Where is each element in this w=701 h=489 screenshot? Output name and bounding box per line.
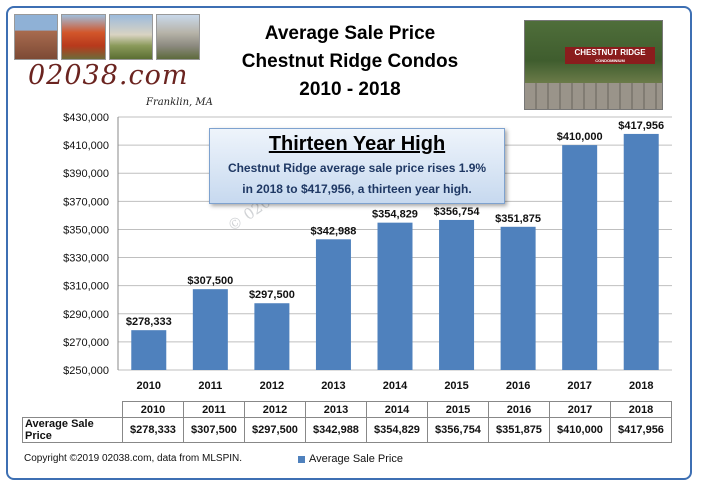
annotation-callout: Thirteen Year High Chestnut Ridge averag… <box>209 128 505 204</box>
bar <box>562 145 598 370</box>
y-tick-label: $310,000 <box>63 281 109 293</box>
y-tick-label: $390,000 <box>63 168 109 180</box>
chart-title-line: Average Sale Price <box>264 23 436 44</box>
data-table: 2010 2011 2012 2013 2014 2015 2016 2017 … <box>22 401 672 443</box>
bar <box>623 133 659 370</box>
x-tick-label: 2013 <box>321 380 345 392</box>
legend: Average Sale Price <box>298 453 403 465</box>
y-tick-label: $290,000 <box>63 309 109 321</box>
y-tick-label: $270,000 <box>63 337 109 349</box>
table-row: Average Sale Price $278,333 $307,500 $29… <box>22 417 672 443</box>
bar-value-label: $297,500 <box>249 289 295 301</box>
y-tick-label: $370,000 <box>63 196 109 208</box>
table-year: 2017 <box>549 401 611 418</box>
y-tick-label: $350,000 <box>63 224 109 236</box>
copyright-footer: Copyright ©2019 02038.com, data from MLS… <box>24 453 243 464</box>
x-tick-label: 2012 <box>260 380 284 392</box>
thumbnail-photo <box>61 14 106 60</box>
table-cell: $307,500 <box>183 417 245 443</box>
y-tick-label: $330,000 <box>63 253 109 265</box>
legend-label: Average Sale Price <box>309 453 403 465</box>
y-tick-label: $250,000 <box>63 365 109 377</box>
x-axis-ticks: 2010 2011 2012 2013 2014 2015 2016 2017 2018 <box>137 380 654 392</box>
thumbnail-photo <box>108 14 153 60</box>
bar-value-label: $354,829 <box>372 209 418 221</box>
table-year: 2014 <box>366 401 428 418</box>
table-cell: $342,988 <box>305 417 367 443</box>
bar-value-label: $417,956 <box>618 120 664 132</box>
x-tick-label: 2016 <box>506 380 530 392</box>
table-cell: $278,333 <box>122 417 184 443</box>
chart-title-line: Chestnut Ridge Condos <box>241 51 459 72</box>
bar <box>500 226 536 370</box>
callout-title: Thirteen Year High <box>268 133 446 155</box>
bar <box>131 330 167 370</box>
legend-swatch <box>298 455 305 463</box>
x-tick-label: 2017 <box>567 380 591 392</box>
table-year: 2010 <box>122 401 184 418</box>
x-tick-label: 2015 <box>444 380 468 392</box>
table-year: 2012 <box>244 401 306 418</box>
bar-value-labels: $278,333 $307,500 $297,500 $342,988 $354,829… <box>126 120 664 328</box>
y-tick-label: $430,000 <box>63 112 109 124</box>
logo-subtext: Franklin, MA <box>146 97 213 108</box>
stone-wall <box>525 83 662 109</box>
table-row-label: Average Sale Price <box>22 417 123 443</box>
bar-value-label: $351,875 <box>495 213 541 225</box>
thumbnail-photo <box>14 14 59 60</box>
x-tick-label: 2010 <box>137 380 161 392</box>
table-year: 2015 <box>427 401 489 418</box>
x-tick-label: 2014 <box>383 380 408 392</box>
bar-value-label: $307,500 <box>187 275 233 287</box>
bar <box>315 239 351 370</box>
bar <box>377 222 413 370</box>
table-cell: $354,829 <box>366 417 428 443</box>
x-tick-label: 2018 <box>629 380 653 392</box>
table-year: 2011 <box>183 401 245 418</box>
table-year: 2018 <box>610 401 672 418</box>
bars <box>131 133 659 370</box>
property-photo: CHESTNUT RIDGE CONDOMINIUM <box>524 20 663 110</box>
y-tick-label: $410,000 <box>63 140 109 152</box>
sign-text: CHESTNUT RIDGE <box>574 48 646 57</box>
table-header-row: 2010 2011 2012 2013 2014 2015 2016 2017 … <box>22 401 672 418</box>
table-year: 2013 <box>305 401 367 418</box>
bar <box>254 303 290 370</box>
chart-title: Average Sale Price Chestnut Ridge Condos… <box>200 20 500 104</box>
callout-line: Chestnut Ridge average sale price rises … <box>227 161 487 175</box>
site-logo: 02038.com <box>28 60 189 91</box>
table-cell: $351,875 <box>488 417 550 443</box>
table-corner <box>22 401 123 418</box>
table-cell: $417,956 <box>610 417 672 443</box>
bar <box>439 219 475 370</box>
property-sign: CHESTNUT RIDGE CONDOMINIUM <box>565 47 655 64</box>
table-cell: $356,754 <box>427 417 489 443</box>
bar <box>192 289 228 370</box>
bar-value-label: $342,988 <box>310 225 356 237</box>
bar-value-label: $278,333 <box>126 316 172 328</box>
y-axis-ticks: $250,000 $270,000 $290,000 $310,000 $330,000… <box>63 112 109 377</box>
table-year: 2016 <box>488 401 550 418</box>
chart-title-line: 2010 - 2018 <box>299 79 401 100</box>
sign-subtext: CONDOMINIUM <box>595 58 625 63</box>
table-cell: $297,500 <box>244 417 306 443</box>
bar-value-label: $356,754 <box>434 206 481 218</box>
x-tick-label: 2011 <box>198 380 222 392</box>
thumbnail-photo <box>155 14 200 60</box>
table-cell: $410,000 <box>549 417 611 443</box>
callout-line: in 2018 to $417,956, a thirteen year hig… <box>242 182 472 196</box>
bar-value-label: $410,000 <box>557 131 603 143</box>
photo-strip <box>14 14 200 60</box>
